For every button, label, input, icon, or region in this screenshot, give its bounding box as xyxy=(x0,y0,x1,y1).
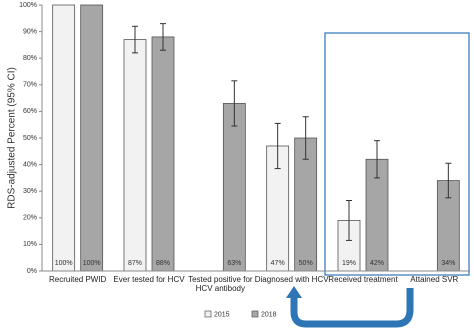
y-tick-label: 90% xyxy=(23,28,37,35)
highlight-box xyxy=(324,32,470,276)
legend-label: 2018 xyxy=(261,311,277,318)
y-tick-label: 20% xyxy=(23,215,37,222)
legend-swatch xyxy=(251,310,259,318)
bar xyxy=(151,36,175,272)
y-axis-label: RDS-adjusted Percent (95% CI) xyxy=(7,67,18,209)
value-label: 63% xyxy=(227,260,241,267)
y-tick-label: 100% xyxy=(19,2,37,9)
value-label: 42% xyxy=(370,260,384,267)
y-tick-label: 30% xyxy=(23,188,37,195)
feedback-arrow xyxy=(290,288,414,328)
value-label: 87% xyxy=(128,260,142,267)
value-label: 47% xyxy=(271,260,285,267)
y-tick-label: 0% xyxy=(27,268,37,275)
x-tick-label: Attained SVR xyxy=(410,275,459,284)
y-tick-label: 60% xyxy=(23,108,37,115)
value-label: 19% xyxy=(342,260,356,267)
y-tick-label: 50% xyxy=(23,135,37,142)
bar xyxy=(80,4,104,272)
y-tick-label: 80% xyxy=(23,55,37,62)
x-tick-label: Ever tested for HCV xyxy=(113,275,185,284)
value-label: 88% xyxy=(156,260,170,267)
y-tick-label: 10% xyxy=(23,241,37,248)
x-tick-label: Diagnosed with HCV xyxy=(254,275,329,284)
value-label: 100% xyxy=(55,260,73,267)
x-tick-label: Received treatment xyxy=(328,275,398,284)
x-tick-label: Tested positive for HCV antibody xyxy=(188,275,253,293)
bar xyxy=(52,4,76,272)
value-label: 50% xyxy=(299,260,313,267)
bar xyxy=(123,39,147,272)
value-label: 100% xyxy=(83,260,101,267)
bar xyxy=(222,103,246,272)
value-label: 34% xyxy=(441,260,455,267)
legend-swatch xyxy=(204,310,212,318)
y-tick-label: 70% xyxy=(23,82,37,89)
legend-label: 2015 xyxy=(214,311,230,318)
x-tick-label: Recruited PWID xyxy=(48,275,107,284)
y-tick-label: 40% xyxy=(23,161,37,168)
arrow-head xyxy=(286,286,302,298)
